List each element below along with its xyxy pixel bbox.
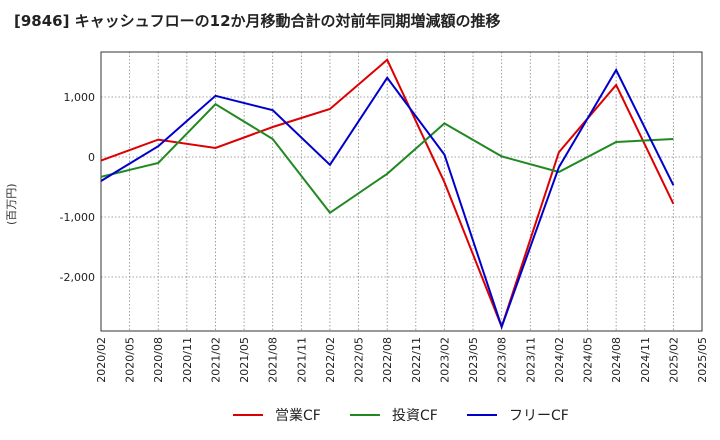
x-tick-label: 2025/05 bbox=[696, 337, 709, 383]
x-tick-label: 2020/05 bbox=[124, 337, 137, 383]
y-tick-label: 1,000 bbox=[64, 91, 96, 104]
x-tick-label: 2022/05 bbox=[353, 337, 366, 383]
x-tick-label: 2024/08 bbox=[610, 337, 623, 383]
x-tick-label: 2021/02 bbox=[209, 337, 222, 383]
x-tick-label: 2022/02 bbox=[324, 337, 337, 383]
x-tick-label: 2021/05 bbox=[238, 337, 251, 383]
legend-label-2: フリーCF bbox=[509, 408, 569, 424]
chart-title: [9846] キャッシュフローの12か月移動合計の対前年同期増減額の推移 bbox=[14, 12, 501, 30]
x-tick-label: 2020/08 bbox=[152, 337, 165, 383]
series-line-2 bbox=[100, 67, 675, 330]
x-tick-label: 2024/02 bbox=[553, 337, 566, 383]
y-tick-label: -2,000 bbox=[60, 271, 95, 284]
x-tick-label: 2025/02 bbox=[667, 337, 680, 383]
legend-label-1: 投資CF bbox=[392, 408, 438, 424]
x-tick-label: 2023/05 bbox=[467, 337, 480, 383]
plot-area bbox=[101, 52, 702, 331]
legend-label-0: 営業CF bbox=[275, 408, 321, 424]
x-tick-label: 2022/08 bbox=[381, 337, 394, 383]
x-tick-label: 2021/11 bbox=[295, 337, 308, 383]
x-tick-label: 2020/02 bbox=[95, 337, 108, 383]
x-tick-label: 2023/08 bbox=[496, 337, 509, 383]
x-tick-label: 2023/11 bbox=[524, 337, 537, 383]
y-tick-label: 0 bbox=[88, 151, 95, 164]
y-tick-label: -1,000 bbox=[60, 211, 95, 224]
series-line-1 bbox=[100, 102, 674, 215]
plot-border bbox=[100, 51, 703, 332]
x-tick-label: 2023/02 bbox=[438, 337, 451, 383]
x-tick-label: 2022/11 bbox=[410, 337, 423, 383]
x-tick-label: 2024/11 bbox=[639, 337, 652, 383]
x-tick-label: 2024/05 bbox=[582, 337, 595, 383]
series-line-0 bbox=[100, 58, 675, 330]
x-tick-label: 2021/08 bbox=[267, 337, 280, 383]
x-tick-label: 2020/11 bbox=[181, 337, 194, 383]
